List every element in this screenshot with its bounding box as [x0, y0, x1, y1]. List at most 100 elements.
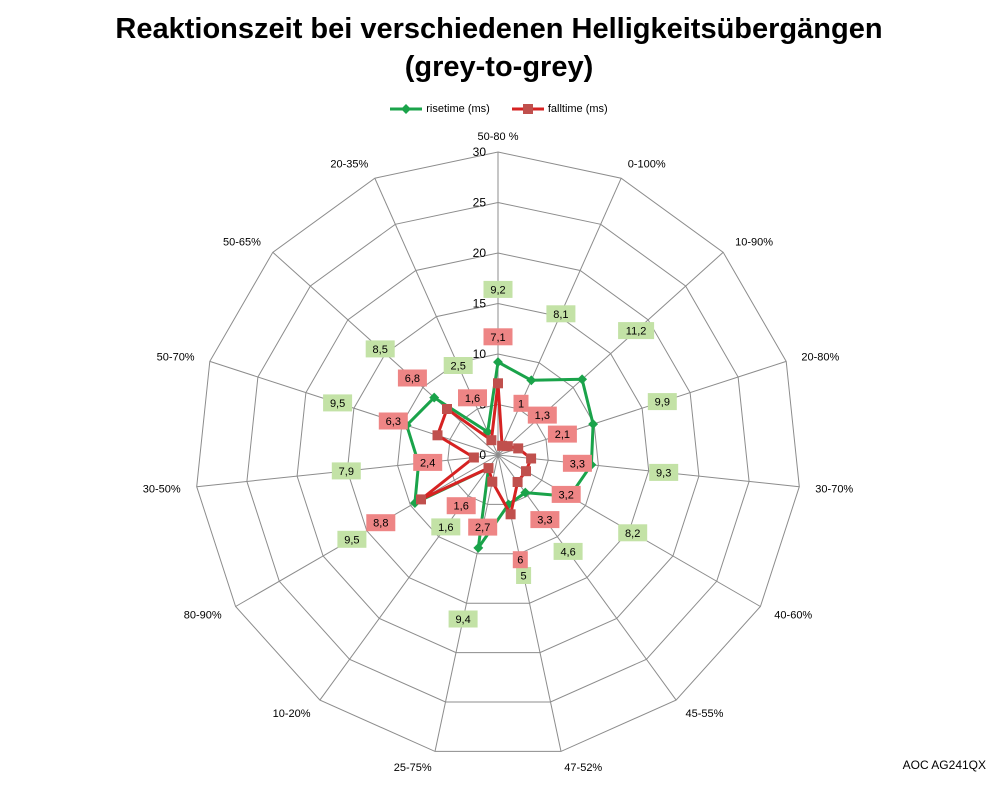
category-labels: 50-80 % 0-100% 10-90% 20-80% 30-70% 40-60% 45-… [143, 131, 854, 774]
data-label: 11,2 [626, 326, 647, 338]
data-point [588, 419, 599, 430]
data-label-box [483, 280, 513, 298]
grid-ring [296, 252, 700, 654]
data-label: 7,9 [339, 466, 354, 478]
category-label: 45-55% [686, 708, 724, 720]
data-label-box [323, 394, 353, 412]
grid-spoke [374, 177, 499, 456]
radial-tick-label: 10 [473, 347, 487, 361]
category-label: 50-80 % [478, 131, 519, 143]
grid-spoke [497, 454, 677, 701]
data-label: 9,3 [656, 467, 671, 479]
data-label-box [512, 551, 528, 569]
data-label: 8,1 [553, 309, 568, 321]
category-label: 30-50% [143, 483, 181, 495]
category-label: 10-90% [735, 237, 773, 249]
legend-item-falltime: falltime (ms) [511, 101, 608, 117]
data-label: 9,9 [655, 397, 670, 409]
data-label-box [530, 511, 560, 529]
grid-spoke [497, 251, 724, 456]
data-point [512, 477, 523, 487]
data-label-box [443, 357, 473, 374]
radar-grid [196, 151, 800, 752]
data-labels: 9,2 8,1 11,2 9,9 9,3 8,2 4,6 5 9,4 1,6 9,5 7,9 9,5 8,… [323, 280, 679, 628]
grid-ring [447, 403, 549, 505]
data-label-box [618, 322, 655, 340]
data-label-box [448, 610, 478, 628]
data-label: 2,4 [420, 457, 435, 469]
data-label-box [483, 328, 513, 346]
footer-model-label: AOC AG241QX [902, 758, 986, 772]
data-label: 3,3 [537, 515, 552, 527]
category-label: 47-52% [564, 762, 602, 774]
data-point [577, 374, 588, 385]
data-point [483, 463, 494, 474]
chart-title-line2: (grey-to-grey) [404, 51, 594, 83]
data-point [429, 392, 440, 403]
data-point [487, 476, 498, 487]
data-point [505, 509, 516, 520]
chart-title-line1: Reaktionszeit bei verschiedenen Helligke… [115, 13, 883, 45]
data-label-box [431, 518, 461, 536]
data-point [432, 430, 443, 441]
data-label: 9,5 [330, 398, 345, 410]
data-label: 3,2 [559, 489, 574, 501]
data-label: 7,1 [490, 332, 505, 344]
data-point [416, 494, 426, 505]
grid-ring [246, 201, 750, 703]
data-label-box [397, 369, 427, 387]
radial-tick-label: 15 [473, 297, 487, 311]
data-label: 1,3 [535, 410, 550, 422]
data-label: 1 [518, 398, 524, 410]
category-label: 20-80% [801, 351, 839, 363]
data-label-box [618, 524, 648, 542]
category-label: 0-100% [628, 159, 666, 171]
series-line [419, 381, 533, 516]
data-point [526, 453, 537, 464]
data-label-box [331, 462, 361, 480]
category-label: 10-20% [273, 708, 311, 720]
grid-spoke [497, 454, 800, 488]
data-label-box [378, 412, 408, 430]
data-label-box [546, 305, 576, 323]
data-label-box [547, 425, 577, 443]
data-label: 8,5 [373, 344, 388, 356]
data-label-box [649, 463, 679, 481]
grid-spoke [209, 360, 499, 456]
data-label: 4,6 [560, 546, 575, 558]
data-label: 1,6 [465, 393, 480, 405]
data-label-box [553, 542, 583, 560]
data-label: 9,4 [455, 614, 470, 626]
data-point [521, 466, 531, 477]
grid-spoke [319, 454, 499, 701]
grid-spoke [497, 360, 787, 456]
radial-tick-label: 20 [473, 246, 487, 260]
category-label: 80-90% [184, 610, 222, 622]
data-point [493, 378, 503, 389]
data-label: 9,2 [490, 284, 505, 296]
data-point [486, 435, 497, 446]
data-label: 3,3 [570, 458, 585, 470]
data-label-box [366, 514, 396, 532]
category-label: 30-70% [815, 483, 853, 495]
legend-label-falltime: falltime (ms) [547, 103, 608, 115]
data-label-box [527, 406, 557, 424]
grid-ring [397, 353, 599, 555]
chart-title: Reaktionszeit bei verschiedenen Helligke… [0, 10, 998, 86]
data-label-box [468, 518, 498, 536]
legend-item-risetime: risetime (ms) [390, 101, 490, 117]
radial-tick-label: 0 [479, 448, 486, 462]
legend-swatch-risetime [390, 104, 423, 114]
data-label: 2,1 [555, 429, 570, 441]
data-label: 1,6 [438, 522, 453, 534]
category-label: 40-60% [774, 610, 812, 622]
grid-ring [346, 302, 650, 604]
radial-tick-label: 30 [473, 145, 487, 159]
data-label-box [365, 340, 395, 358]
data-label: 6 [517, 555, 523, 567]
data-label: 2,7 [475, 522, 490, 534]
data-point [526, 375, 537, 386]
data-label-box [337, 530, 367, 548]
data-label-box [562, 454, 592, 472]
